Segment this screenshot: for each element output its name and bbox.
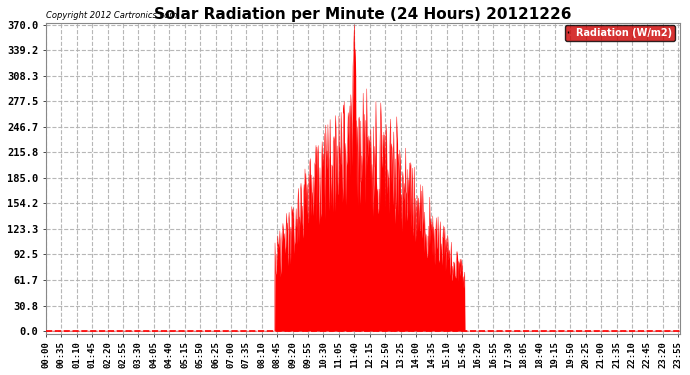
Title: Solar Radiation per Minute (24 Hours) 20121226: Solar Radiation per Minute (24 Hours) 20… xyxy=(154,7,572,22)
Text: Copyright 2012 Cartronics.com: Copyright 2012 Cartronics.com xyxy=(46,11,177,20)
Legend: Radiation (W/m2): Radiation (W/m2) xyxy=(565,25,676,41)
